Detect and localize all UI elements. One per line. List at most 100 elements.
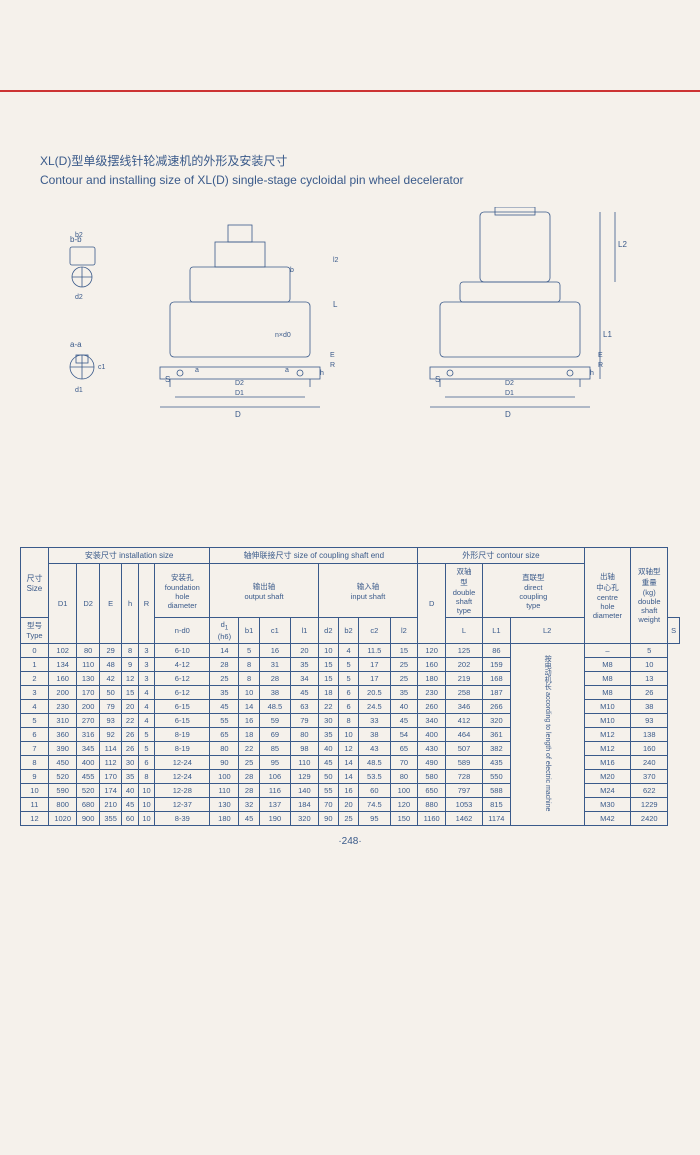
cell: 11 [21,797,49,811]
cell: 90 [210,755,239,769]
cell: 14 [338,755,358,769]
svg-text:S: S [435,375,440,384]
cell: 8 [122,643,138,657]
cell: 728 [446,769,483,783]
svg-text:D1: D1 [235,390,244,397]
cell: 55 [318,783,338,797]
title-chinese: XL(D)型单级摆线针轮减速机的外形及安装尺寸 [40,152,660,169]
divider-line [0,90,700,92]
cell: 8 [239,657,259,671]
col-direct-coupling: 直联型directcouplingtype [483,564,585,618]
col-double-shaft: 双轴型doubleshafttype [446,564,483,618]
cell: 92 [99,727,121,741]
cell: 382 [483,741,511,755]
col-L2: L2 [510,618,584,644]
cell: M10 [584,699,631,713]
spec-table-wrap: 尺寸Size 安装尺寸 installation size 轴伸联接尺寸 siz… [20,547,680,826]
cell: 12 [338,741,358,755]
cell: 14 [210,643,239,657]
cell: 6 [338,699,358,713]
col-L: L [446,618,483,644]
cell: 22 [318,699,338,713]
cell: 270 [77,713,99,727]
cell: 93 [631,713,668,727]
cell: 100 [210,769,239,783]
col-b1: b1 [239,618,259,644]
cell: – [584,643,631,657]
col-contour: 外形尺寸 contour size [418,548,584,564]
cell: 589 [446,755,483,769]
svg-text:D2: D2 [235,380,244,387]
svg-text:R: R [330,362,335,369]
cell: M42 [584,811,631,825]
cell: 40 [390,699,418,713]
cell: 310 [48,713,77,727]
cell: 316 [77,727,99,741]
col-size: 尺寸Size [21,548,49,618]
cell: 815 [483,797,511,811]
cell: 38 [259,685,290,699]
cell: 35 [390,685,418,699]
cell: 38 [631,699,668,713]
col-h: h [122,564,138,644]
cell: 137 [259,797,290,811]
cell: 230 [48,699,77,713]
cell: 187 [483,685,511,699]
cell: 430 [418,741,446,755]
col-d1: D1 [48,564,77,644]
cell: 412 [446,713,483,727]
cell: 10 [138,811,154,825]
cell: 590 [48,783,77,797]
cell: 25 [239,755,259,769]
cell: 79 [99,699,121,713]
col-e: E [99,564,121,644]
table-row: 01028029836-10145162010411.51512012586按电… [21,643,680,657]
cell: 45 [239,811,259,825]
cell: 25 [210,671,239,685]
cell: 180 [418,671,446,685]
cell: 320 [483,713,511,727]
cell: 35 [318,727,338,741]
cell: 1053 [446,797,483,811]
cell: 490 [418,755,446,769]
cell: 5 [239,643,259,657]
cell: 11.5 [359,643,390,657]
cell: 65 [390,741,418,755]
cell: 370 [631,769,668,783]
cell: 32 [239,797,259,811]
cell: 26 [122,741,138,755]
table-body: 01028029836-10145162010411.51512012586按电… [21,643,680,825]
cell: 30 [122,755,138,769]
cell: 12 [122,671,138,685]
cell: 69 [259,727,290,741]
cell: 22 [122,713,138,727]
cell: 6-12 [155,685,210,699]
cell: 12-37 [155,797,210,811]
cell: 200 [77,699,99,713]
cell: 80 [210,741,239,755]
cell: 190 [259,811,290,825]
cell: 22 [239,741,259,755]
cell: 2420 [631,811,668,825]
svg-text:a: a [195,367,199,374]
cell: 320 [291,811,319,825]
svg-text:L2: L2 [618,240,627,249]
cell: M12 [584,741,631,755]
svg-text:h: h [590,370,594,377]
cell: 435 [483,755,511,769]
cell: 18 [318,685,338,699]
cell: 14 [338,769,358,783]
col-r: R [138,564,154,644]
cell: 5 [21,713,49,727]
cell: 110 [291,755,319,769]
cell: 266 [483,699,511,713]
cell: 16 [239,713,259,727]
cell: 30 [318,713,338,727]
cell: 28 [239,769,259,783]
svg-text:E: E [598,352,603,359]
cell: 168 [483,671,511,685]
spec-table: 尺寸Size 安装尺寸 installation size 轴伸联接尺寸 siz… [20,547,680,826]
cell: 345 [77,741,99,755]
cell: 10 [138,797,154,811]
cell: 50 [318,769,338,783]
